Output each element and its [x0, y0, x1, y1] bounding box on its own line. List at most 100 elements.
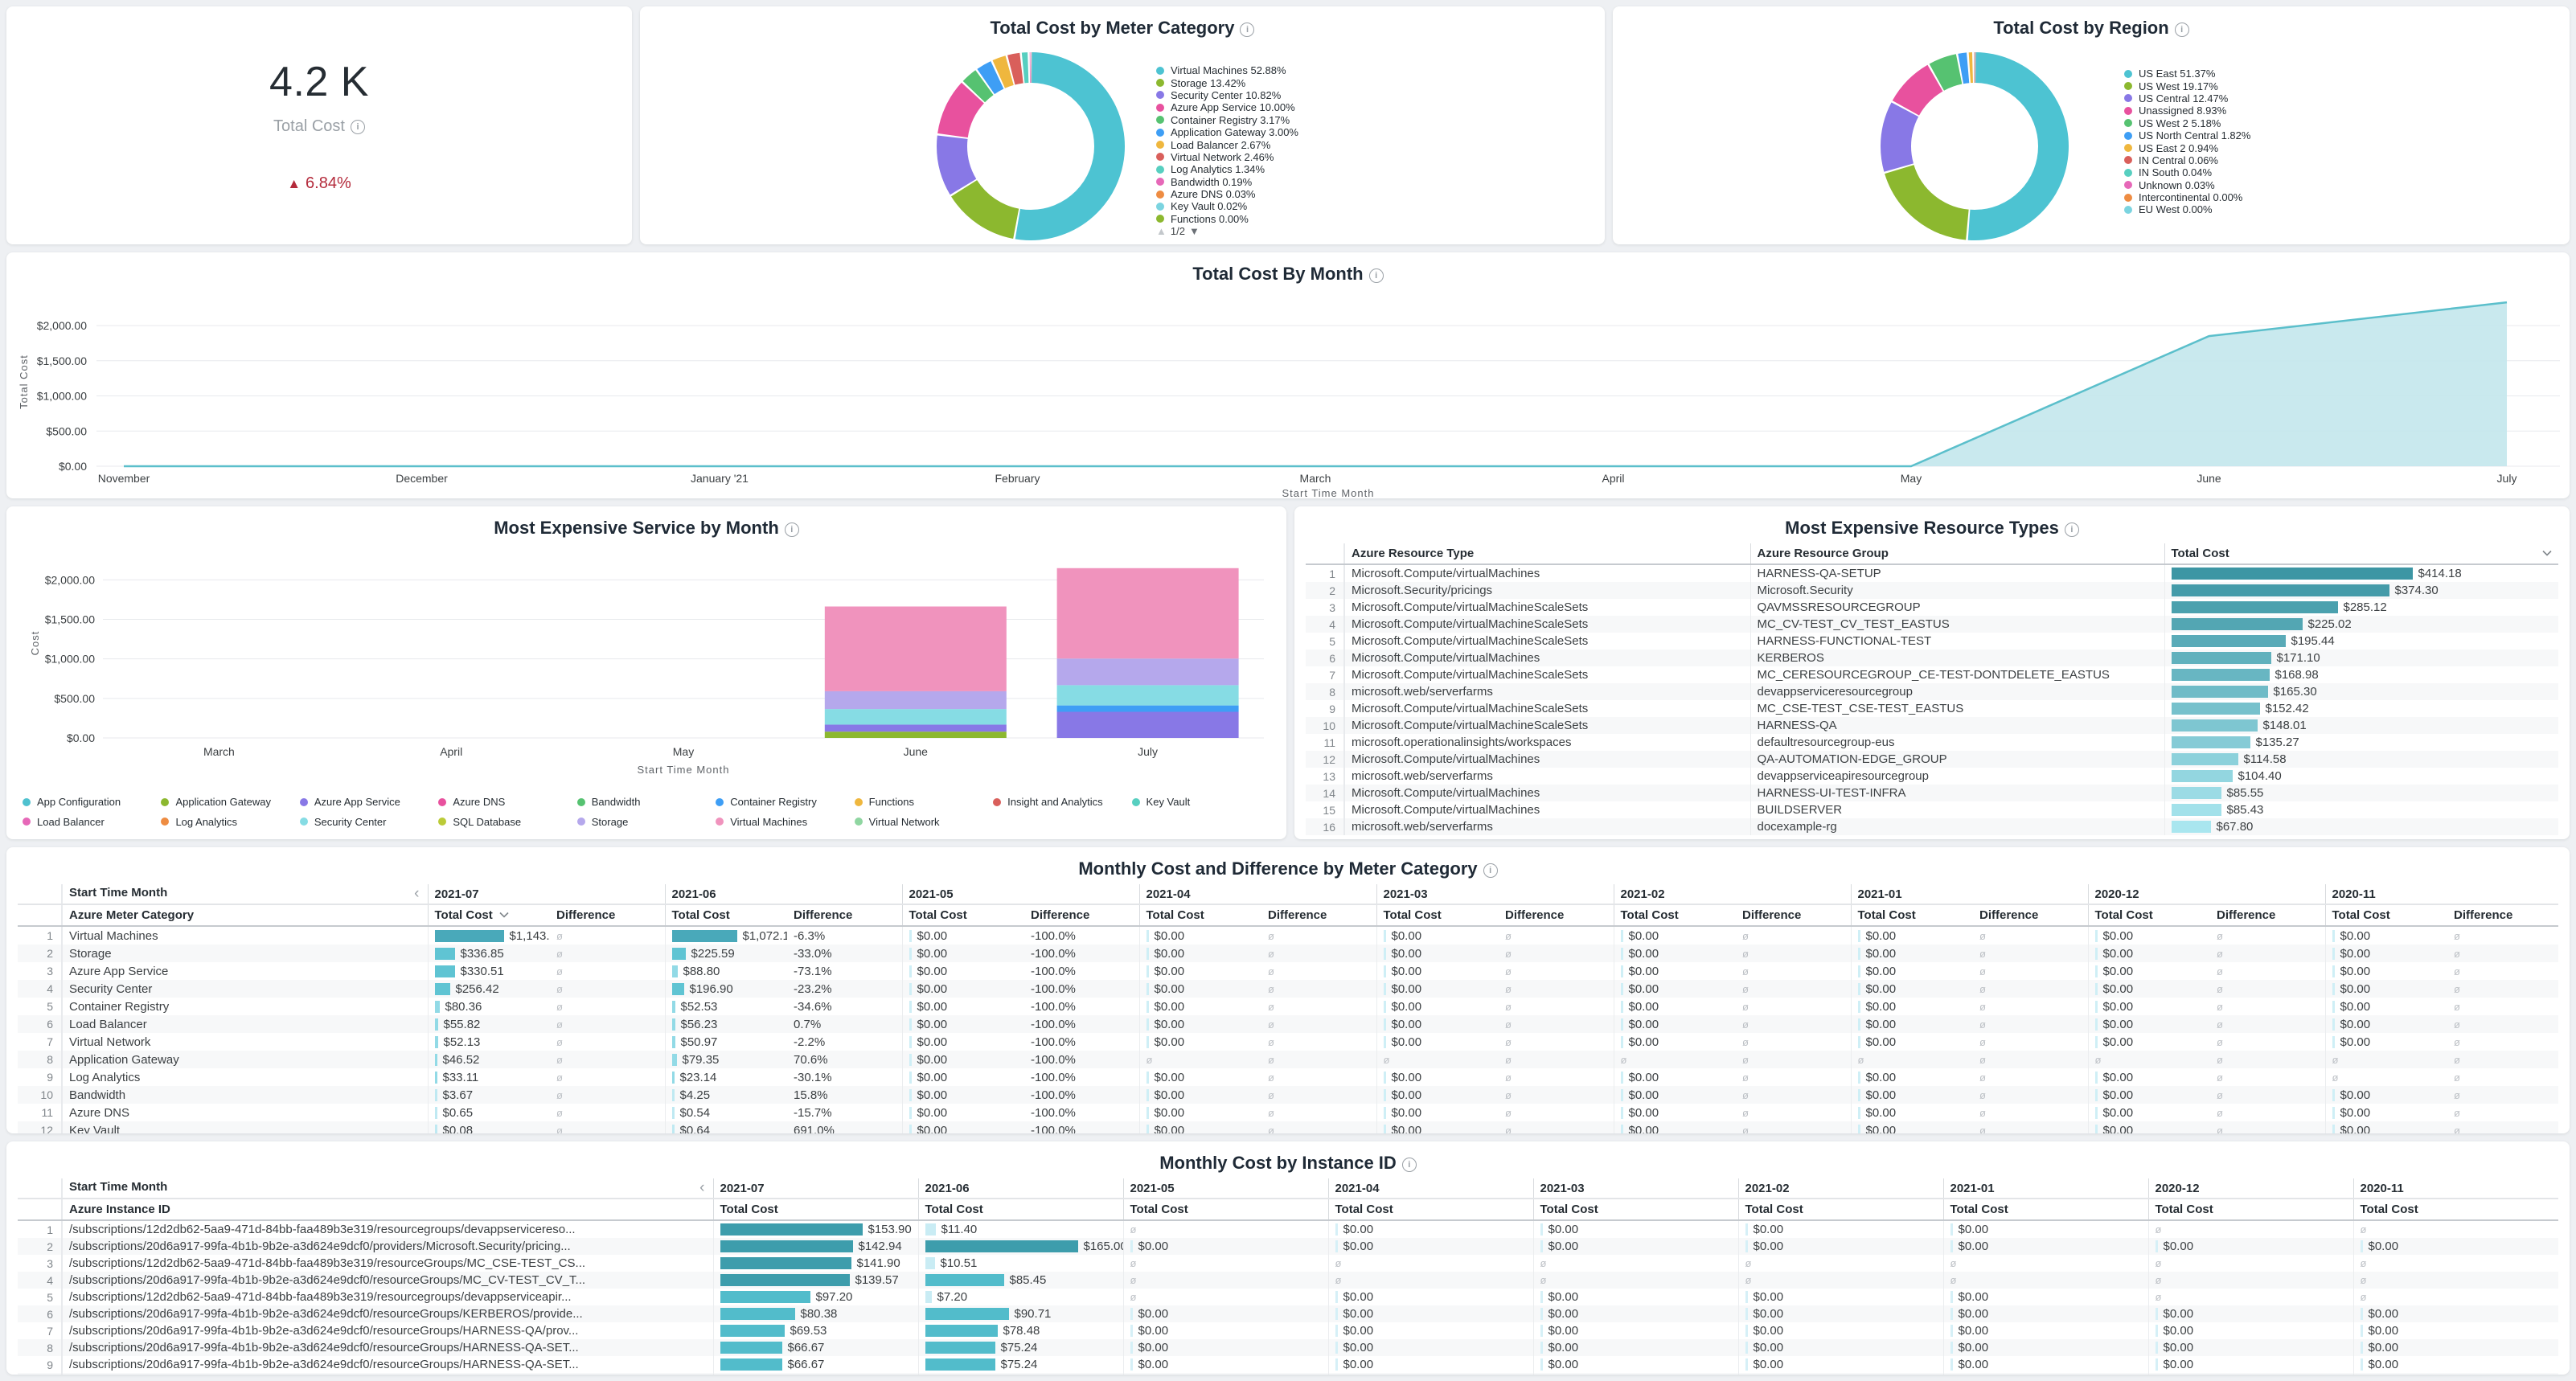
cost-cell[interactable]: $0.00 — [2325, 1086, 2447, 1104]
difference-cell[interactable]: ø — [1973, 962, 2088, 980]
difference-header[interactable]: Difference — [1499, 904, 1614, 926]
meter-category-cell[interactable]: Virtual Network — [62, 1033, 428, 1051]
info-icon[interactable]: i — [2065, 522, 2079, 537]
difference-cell[interactable]: ø — [1261, 1068, 1376, 1086]
instance-id-cell[interactable]: /subscriptions/12d2db62-5aa9-471d-84bb-f… — [62, 1220, 713, 1238]
difference-cell[interactable]: ø — [1499, 1033, 1614, 1051]
cost-cell[interactable]: $114.58 — [2164, 751, 2558, 768]
cost-cell[interactable]: $1,072.17 — [665, 926, 787, 945]
difference-cell[interactable]: ø — [2210, 1068, 2325, 1086]
cost-cell[interactable]: $0.00 — [1139, 1086, 1261, 1104]
month-header[interactable]: 2021-03 — [1376, 884, 1614, 904]
cost-cell[interactable]: $0.00 — [1851, 1121, 1973, 1133]
difference-cell[interactable]: -30.1% — [787, 1068, 902, 1086]
difference-cell[interactable]: ø — [2447, 945, 2558, 962]
cost-cell[interactable]: ø — [2353, 1289, 2558, 1305]
cost-cell[interactable]: $55.82 — [428, 1015, 550, 1033]
cost-cell[interactable]: $336.85 — [428, 945, 550, 962]
resource-group-cell[interactable]: MC_CERESOURCEGROUP_CE-TEST-DONTDELETE_EA… — [1750, 666, 2164, 683]
instance-id-cell[interactable]: /subscriptions/12d2db62-5aa9-471d-84bb-f… — [62, 1255, 713, 1272]
cost-cell[interactable]: $10.51 — [918, 1255, 1123, 1272]
chevron-left-icon[interactable]: ‹ — [699, 1180, 704, 1196]
meter-category-cell[interactable]: Key Vault — [62, 1121, 428, 1133]
bar-segment[interactable] — [1057, 658, 1239, 685]
cost-cell[interactable]: $0.00 — [1614, 1086, 1736, 1104]
cost-cell[interactable]: $90.71 — [918, 1305, 1123, 1322]
meter-category-cell[interactable]: Azure DNS — [62, 1104, 428, 1121]
instance-id-cell[interactable]: /subscriptions/20d6a917-99fa-4b1b-9b2e-a… — [62, 1322, 713, 1339]
legend-item[interactable]: Virtual Machines — [716, 816, 854, 828]
resource-group-cell[interactable]: defaultresourcegroup-eus — [1750, 734, 2164, 751]
cost-cell[interactable]: $0.00 — [902, 1015, 1024, 1033]
difference-cell[interactable]: -100.0% — [1024, 945, 1139, 962]
bar-segment[interactable] — [825, 731, 1007, 738]
resource-group-cell[interactable]: HARNESS-UI-TEST-INFRA — [1750, 785, 2164, 801]
cost-cell[interactable]: ø — [1738, 1255, 1943, 1272]
resource-type-cell[interactable]: Microsoft.Compute/virtualMachineScaleSet… — [1344, 616, 1750, 633]
difference-cell[interactable]: ø — [2447, 1086, 2558, 1104]
cost-cell[interactable]: $33.11 — [428, 1068, 550, 1086]
cost-cell[interactable]: ø — [1139, 1051, 1261, 1068]
cost-cell[interactable]: $0.00 — [2148, 1305, 2353, 1322]
difference-cell[interactable]: ø — [1736, 1104, 1851, 1121]
difference-cell[interactable]: ø — [1736, 945, 1851, 962]
difference-cell[interactable]: 691.0% — [787, 1121, 902, 1133]
difference-cell[interactable]: ø — [2210, 998, 2325, 1015]
resource-type-cell[interactable]: microsoft.web/serverfarms — [1344, 768, 1750, 785]
difference-cell[interactable]: ø — [2447, 1015, 2558, 1033]
total-cost-header[interactable]: Total Cost — [2353, 1199, 2558, 1220]
info-icon[interactable]: i — [1483, 863, 1498, 878]
cost-cell[interactable]: $0.00 — [1614, 962, 1736, 980]
cost-cell[interactable]: $11.40 — [918, 1220, 1123, 1238]
cost-cell[interactable]: ø — [1943, 1272, 2148, 1289]
total-cost-header[interactable]: Total Cost — [665, 904, 787, 926]
cost-cell[interactable]: $0.00 — [902, 962, 1024, 980]
legend-item[interactable]: Key Vault 0.02% — [1156, 200, 1298, 212]
legend-item[interactable]: Storage — [577, 816, 716, 828]
cost-cell[interactable]: ø — [2148, 1272, 2353, 1289]
difference-header[interactable]: Difference — [550, 904, 665, 926]
legend-item[interactable]: EU West 0.00% — [2124, 203, 2250, 215]
legend-item[interactable]: Virtual Network 2.46% — [1156, 151, 1298, 163]
cost-cell[interactable]: $50.97 — [665, 1033, 787, 1051]
cost-cell[interactable]: $0.00 — [1943, 1373, 2148, 1375]
month-header[interactable]: 2020-11 — [2325, 884, 2558, 904]
legend-item[interactable]: US Central 12.47% — [2124, 92, 2250, 104]
legend-item[interactable]: Unassigned 8.93% — [2124, 104, 2250, 117]
cost-cell[interactable]: $0.00 — [1328, 1322, 1533, 1339]
difference-cell[interactable]: ø — [2447, 998, 2558, 1015]
cost-cell[interactable]: $171.10 — [2164, 650, 2558, 666]
meter-category-cell[interactable]: Virtual Machines — [62, 926, 428, 945]
cost-cell[interactable]: $0.00 — [1139, 926, 1261, 945]
difference-cell[interactable]: -33.0% — [787, 945, 902, 962]
page-up-icon[interactable]: ▲ — [1156, 225, 1167, 237]
cost-cell[interactable]: ø — [2148, 1220, 2353, 1238]
difference-cell[interactable]: ø — [1736, 1015, 1851, 1033]
first-column-header[interactable]: Azure Meter Category — [62, 904, 428, 926]
difference-cell[interactable]: ø — [550, 1086, 665, 1104]
cost-cell[interactable]: $0.00 — [1738, 1373, 1943, 1375]
total-cost-header[interactable]: Total Cost — [1943, 1199, 2148, 1220]
cost-cell[interactable]: $0.00 — [1139, 1015, 1261, 1033]
cost-cell[interactable]: $0.00 — [1614, 998, 1736, 1015]
cost-cell[interactable]: $0.00 — [1943, 1220, 2148, 1238]
month-header[interactable]: 2021-02 — [1738, 1178, 1943, 1199]
cost-cell[interactable]: $0.00 — [1328, 1289, 1533, 1305]
resource-group-cell[interactable]: MC_CSE-TEST_CSE-TEST_EASTUS — [1750, 700, 2164, 717]
cost-cell[interactable]: $0.00 — [2353, 1356, 2558, 1373]
difference-cell[interactable]: ø — [1499, 1104, 1614, 1121]
cost-cell[interactable]: $0.00 — [2088, 945, 2210, 962]
column-header[interactable]: Azure Resource Type — [1344, 543, 1750, 564]
cost-cell[interactable]: $196.90 — [665, 980, 787, 998]
cost-cell[interactable]: $0.00 — [2325, 1015, 2447, 1033]
cost-cell[interactable]: $0.00 — [1851, 1068, 1973, 1086]
cost-cell[interactable]: ø — [2353, 1255, 2558, 1272]
cost-cell[interactable]: $0.00 — [1328, 1238, 1533, 1255]
legend-item[interactable]: Functions 0.00% — [1156, 213, 1298, 225]
difference-cell[interactable]: ø — [550, 998, 665, 1015]
legend-item[interactable]: Key Vault — [1132, 796, 1270, 808]
difference-cell[interactable]: ø — [2210, 1051, 2325, 1068]
difference-cell[interactable]: ø — [1736, 1086, 1851, 1104]
cost-cell[interactable]: $65.06 — [918, 1373, 1123, 1375]
total-cost-header[interactable]: Total Cost — [1139, 904, 1261, 926]
